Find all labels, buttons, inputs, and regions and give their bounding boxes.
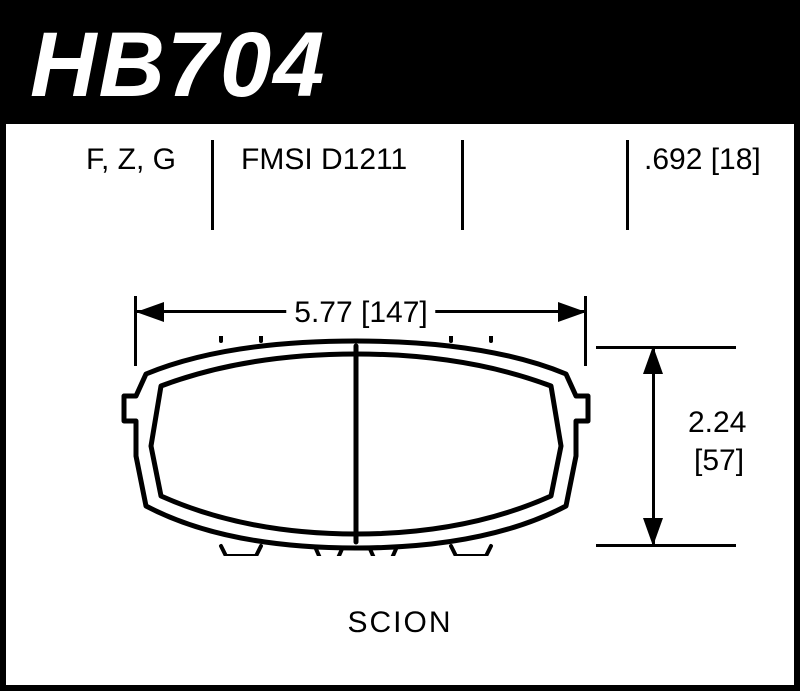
brand-label: SCION bbox=[347, 606, 452, 640]
height-dimension bbox=[624, 346, 684, 546]
part-number: HB704 bbox=[30, 14, 326, 116]
width-dimension: 5.77 [147] bbox=[136, 282, 586, 342]
spec-compounds: F, Z, G bbox=[86, 140, 176, 180]
width-label: 5.77 [147] bbox=[286, 296, 435, 330]
brake-pad-drawing bbox=[106, 336, 606, 556]
arrow-up-icon bbox=[643, 346, 663, 374]
spec-divider bbox=[211, 140, 214, 230]
height-mm: [57] bbox=[694, 444, 744, 478]
arrow-left-icon bbox=[136, 302, 164, 322]
pad-clip bbox=[451, 336, 491, 341]
arrow-right-icon bbox=[558, 302, 586, 322]
arrow-down-icon bbox=[643, 518, 663, 546]
pad-clip bbox=[221, 336, 261, 341]
height-in: 2.24 bbox=[688, 406, 746, 440]
dimension-line bbox=[652, 346, 655, 546]
diagram-frame: HB704 F, Z, G FMSI D1211 .692 [18] 5.77 … bbox=[0, 0, 800, 691]
header-bar: HB704 bbox=[6, 6, 794, 124]
pad-tab bbox=[451, 546, 491, 556]
spec-thickness: .692 [18] bbox=[644, 140, 761, 180]
pad-tab bbox=[221, 546, 261, 556]
spec-fmsi: FMSI D1211 bbox=[241, 140, 407, 180]
width-mm: [147] bbox=[361, 296, 428, 329]
spec-divider bbox=[626, 140, 629, 230]
width-in: 5.77 bbox=[294, 296, 352, 329]
spec-row: F, Z, G FMSI D1211 .692 [18] bbox=[36, 140, 764, 230]
spec-divider bbox=[461, 140, 464, 230]
